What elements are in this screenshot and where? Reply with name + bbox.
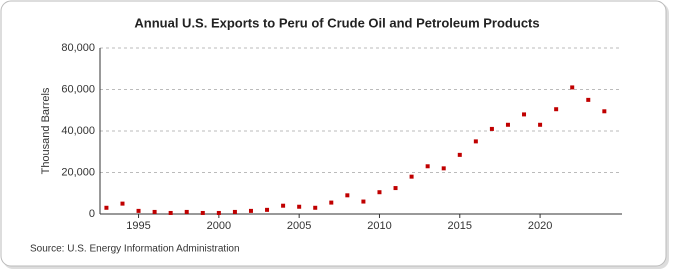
point: [570, 85, 575, 90]
point: [200, 210, 205, 215]
point: [409, 174, 414, 179]
x-tick-label: 2020: [528, 220, 552, 232]
point: [441, 166, 446, 171]
point: [281, 203, 286, 208]
point: [473, 139, 478, 144]
point: [216, 210, 221, 215]
y-tick-label: 60,000: [61, 83, 95, 95]
y-axis-label: Thousand Barrels: [40, 87, 52, 174]
point: [120, 201, 125, 206]
point: [345, 193, 350, 198]
point: [522, 112, 527, 117]
point: [168, 210, 173, 215]
point: [554, 107, 559, 112]
x-tick-label: 2000: [207, 220, 231, 232]
chart-title: Annual U.S. Exports to Peru of Crude Oil…: [134, 15, 539, 30]
point: [425, 164, 430, 169]
y-tick-label: 0: [89, 208, 95, 220]
point: [586, 97, 591, 102]
x-tick-label: 1995: [126, 220, 150, 232]
point: [152, 209, 157, 214]
point: [505, 122, 510, 127]
point: [248, 208, 253, 213]
point: [297, 204, 302, 209]
y-tick-label: 40,000: [61, 125, 95, 137]
point: [329, 200, 334, 205]
point: [457, 152, 462, 157]
point: [393, 186, 398, 191]
point: [232, 209, 237, 214]
point: [377, 190, 382, 195]
point: [538, 122, 543, 127]
x-tick-label: 2010: [367, 220, 391, 232]
point: [265, 207, 270, 212]
point: [313, 205, 318, 210]
point: [602, 109, 607, 114]
point: [489, 126, 494, 131]
point: [104, 205, 109, 210]
y-tick-label: 20,000: [61, 166, 95, 178]
x-tick-label: 2015: [448, 220, 472, 232]
source-note: Source: U.S. Energy Information Administ…: [30, 244, 240, 255]
y-tick-label: 80,000: [61, 42, 95, 54]
point: [361, 199, 366, 204]
frame: [0, 0, 667, 267]
x-tick-label: 2005: [287, 220, 311, 232]
point: [136, 208, 141, 213]
point: [184, 209, 189, 214]
